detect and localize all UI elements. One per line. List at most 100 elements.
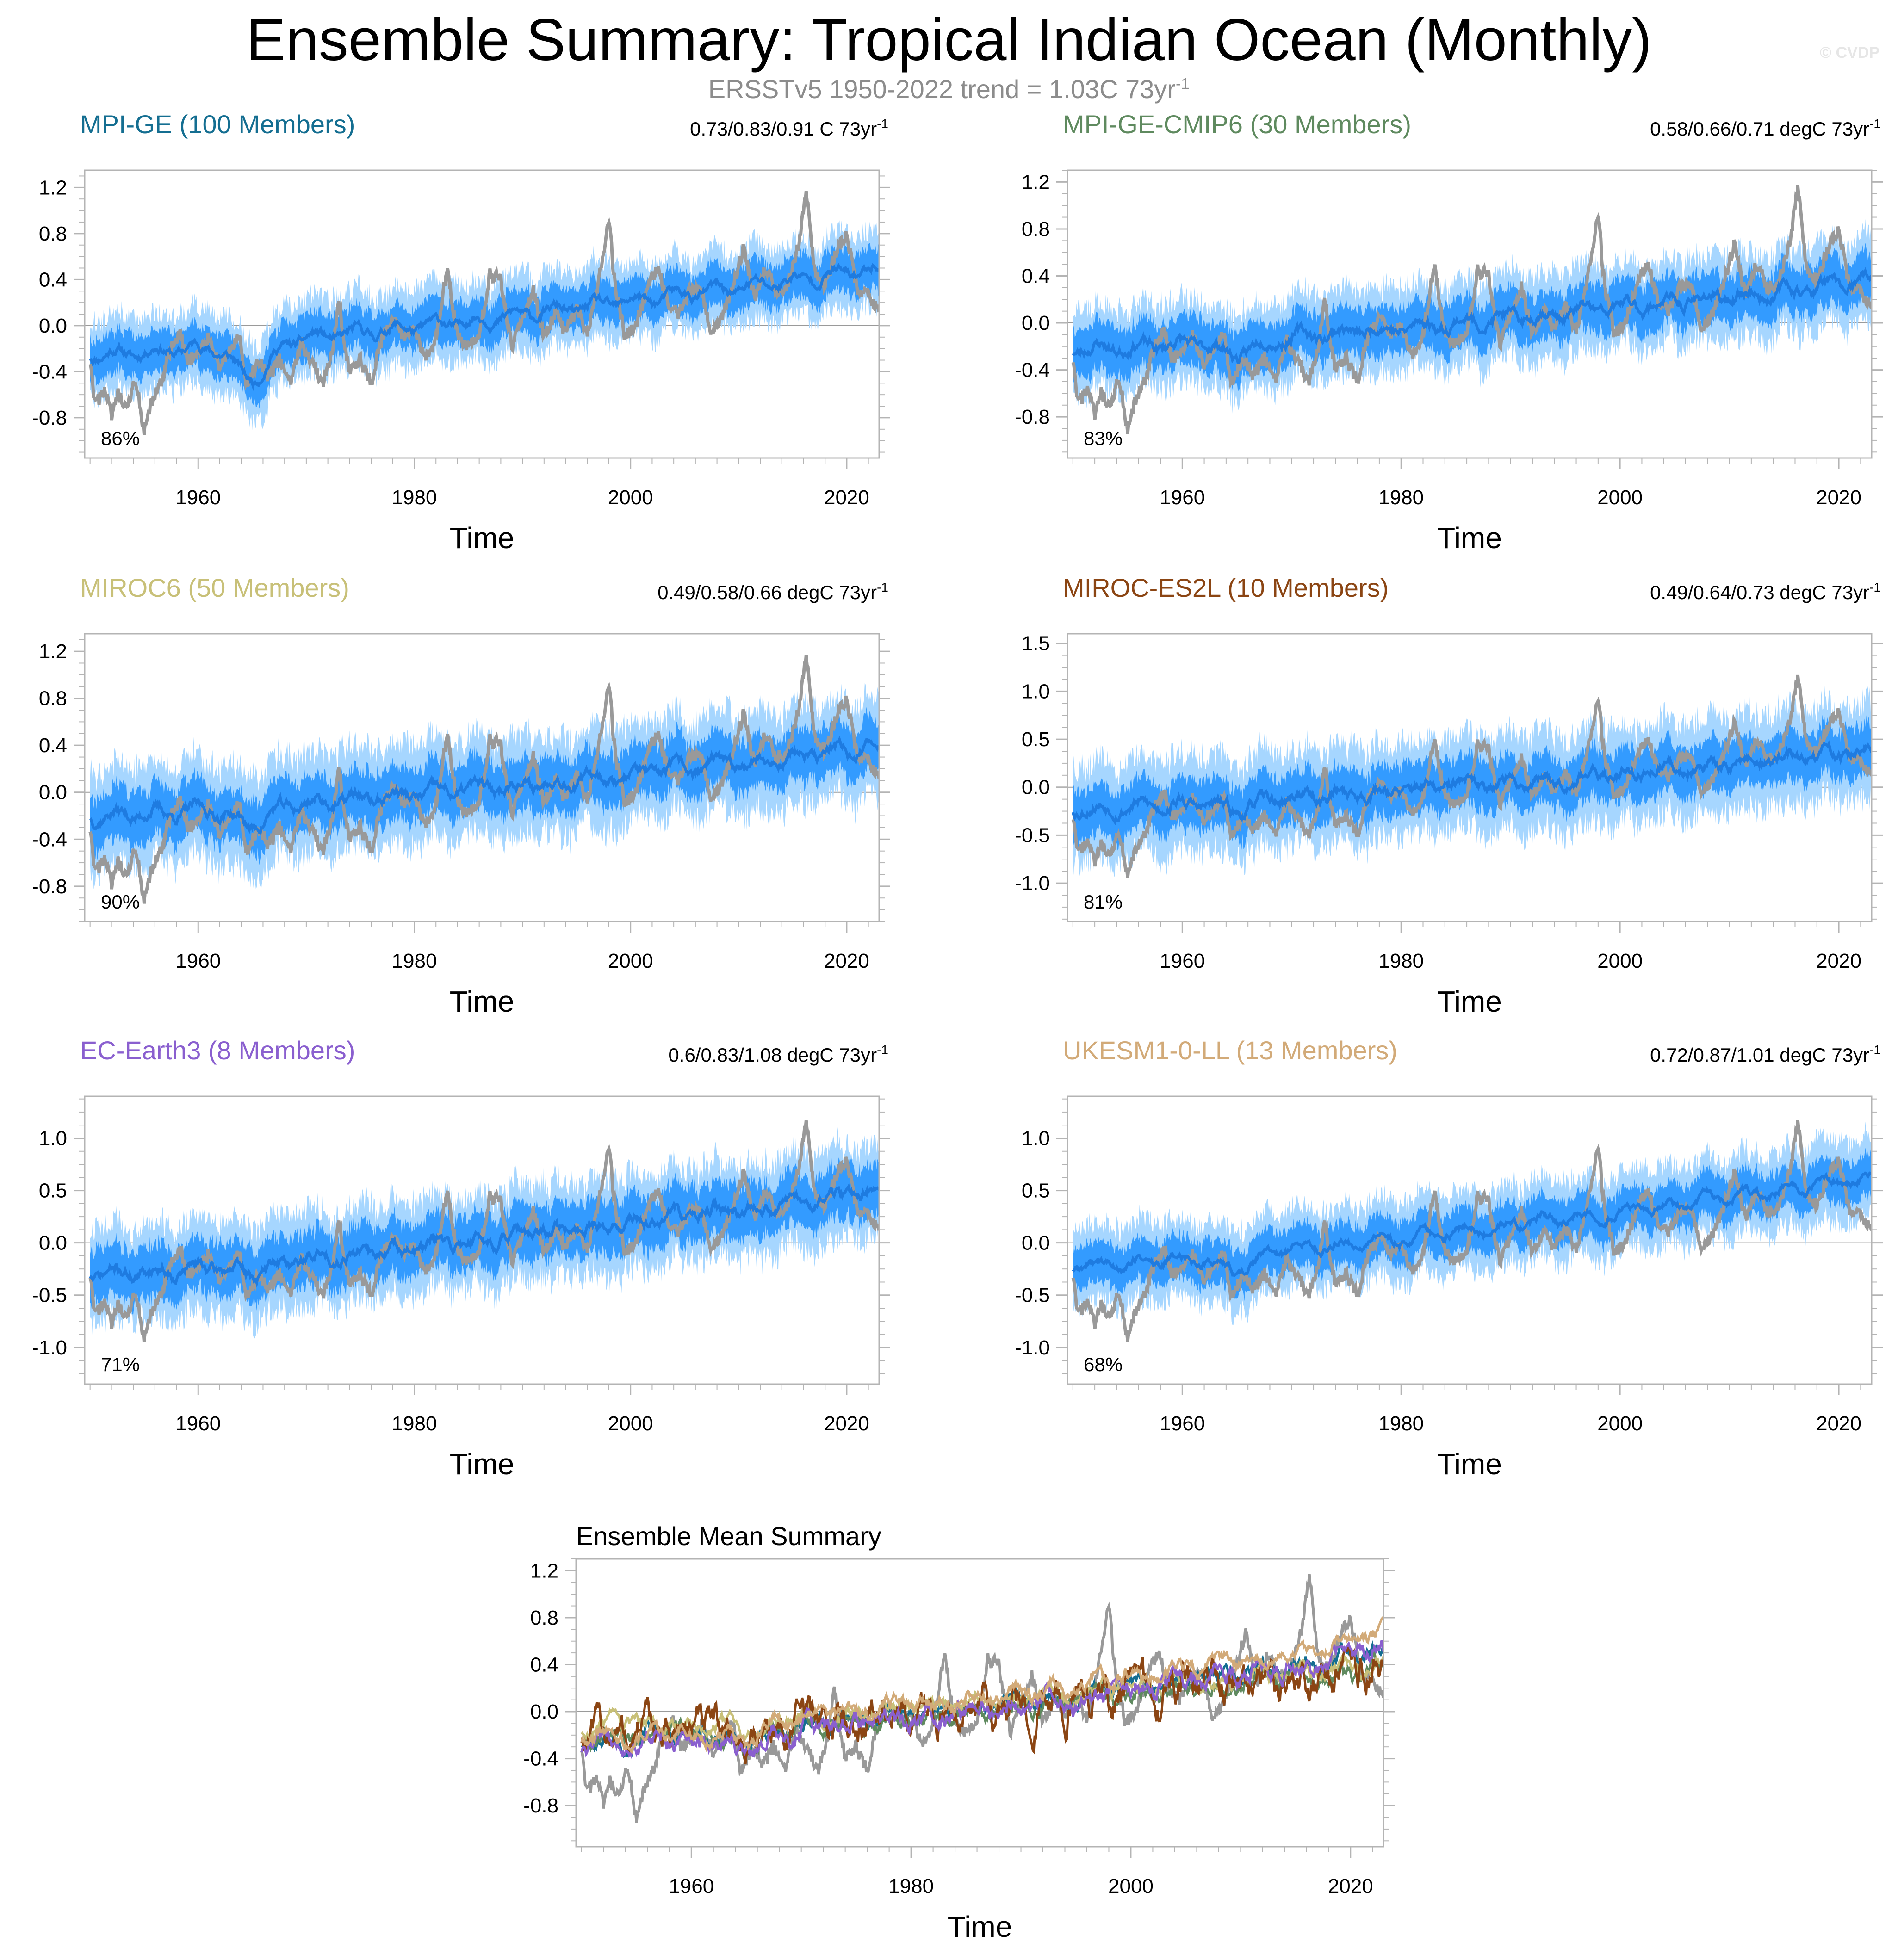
plot-area [85,1120,879,1342]
y-tick-label: 0.0 [1022,1232,1050,1255]
panel-title: MIROC-ES2L (10 Members) [1063,573,1389,602]
panel-title: MPI-GE-CMIP6 (30 Members) [1063,110,1411,139]
x-axis-label: Time [450,521,515,555]
plot-area [85,191,879,435]
y-tick-label: 0.0 [530,1700,558,1723]
y-tick-label: 1.0 [39,1127,67,1150]
x-axis-label: Time [1437,521,1502,555]
percent-label: 68% [1084,1354,1123,1375]
x-tick-label: 2020 [824,950,869,972]
series-line-ukesm1-0-ll [580,1616,1383,1754]
trend-value: 0.6/0.83/1.08 degC 73yr [668,1044,877,1066]
y-tick-label: 1.0 [1022,1127,1050,1150]
panel-6: -1.0 -0.5 0.0 0.5 1.0 1960 1980 2000 2020 Time UKE… [1015,1036,1883,1481]
y-tick-label: 1.0 [1022,680,1050,703]
y-tick-label: 0.5 [39,1180,67,1202]
x-tick-label: 2020 [1816,950,1861,972]
trend-value: 0.49/0.58/0.66 degC 73yr [657,581,877,603]
x-axis-label: Time [450,1447,515,1481]
trend-value: 0.73/0.83/0.91 C 73yr [690,118,877,140]
plot-area [576,1574,1383,1823]
panel-title: MIROC6 (50 Members) [80,573,349,602]
trend-text: 0.73/0.83/0.91 C 73yr-1 [690,117,888,140]
x-tick-label: 2000 [1597,1412,1643,1435]
figure-title: Ensemble Summary: Tropical Indian Ocean … [246,7,1652,73]
trend-value: 0.58/0.66/0.71 degC 73yr [1650,118,1869,140]
x-tick-label: 1980 [392,1412,437,1435]
y-tick-label: -0.4 [32,360,67,383]
y-tick-label: 1.5 [1022,632,1050,655]
trend-value: 0.72/0.87/1.01 degC 73yr [1650,1044,1869,1066]
y-tick-label: -0.4 [1015,359,1050,382]
x-tick-label: 1980 [1378,950,1424,972]
plot-area [85,655,879,904]
panel-4: -1.0 -0.5 0.0 0.5 1.0 1.5 1960 1980 2000 2020 Time… [1015,573,1883,1018]
x-tick-label: 1980 [1378,1412,1424,1435]
y-tick-label: -0.4 [32,828,67,851]
y-tick-label: -0.5 [1015,824,1050,847]
x-tick-label: 1980 [888,1875,934,1898]
y-tick-label: 0.5 [1022,1180,1050,1202]
trend-text: 0.58/0.66/0.71 degC 73yr-1 [1650,117,1881,140]
plot-frame [1067,169,1873,459]
trend-sup: -1 [877,117,888,131]
observations-line [88,1120,879,1342]
y-tick-label: -1.0 [1015,1336,1050,1359]
x-tick-label: 1960 [175,1412,221,1435]
observations-line [88,655,879,904]
subtitle-sup: -1 [1175,75,1190,93]
y-tick-label: -0.8 [523,1794,558,1817]
y-tick-label: 0.0 [39,781,67,804]
plot-frame [1067,1095,1873,1385]
y-tick-label: -1.0 [1015,872,1050,895]
ensemble-mean-line [1071,740,1872,825]
trend-value: 0.49/0.64/0.73 degC 73yr [1650,581,1869,603]
y-tick-label: 1.2 [1022,171,1050,193]
plot-frame [1067,633,1873,922]
cvdp-watermark: © CVDP [1820,44,1879,62]
y-tick-label: 0.0 [39,315,67,337]
ensemble-mean-line [89,1183,879,1288]
trend-text: 0.72/0.87/1.01 degC 73yr-1 [1650,1043,1881,1066]
x-tick-label: 1980 [392,950,437,972]
y-tick-label: -0.5 [32,1284,67,1307]
percent-label: 71% [101,1354,140,1375]
ensemble-mean-line [89,263,879,391]
x-tick-label: 2000 [1597,486,1643,509]
series-line-ec-earth3 [580,1640,1383,1759]
x-tick-label: 2020 [1328,1875,1373,1898]
trend-sup: -1 [1869,1043,1881,1057]
plot-frame [575,1558,1384,1848]
x-tick-label: 1960 [1160,486,1205,509]
x-tick-label: 2000 [608,1412,653,1435]
y-tick-label: -0.8 [32,407,67,429]
ensemble-mean-line [1072,267,1872,364]
observations-line [1071,674,1872,878]
y-tick-label: 0.8 [530,1607,558,1629]
percent-label: 81% [1084,891,1123,913]
x-tick-label: 1980 [1378,486,1424,509]
trend-sup: -1 [877,1043,888,1057]
plot-area [1067,674,1872,878]
trend-sup: -1 [1869,580,1881,594]
y-tick-label: -0.5 [1015,1284,1050,1307]
x-tick-label: 1960 [669,1875,714,1898]
y-tick-label: 0.8 [1022,218,1050,241]
y-tick-label: 0.8 [39,223,67,245]
y-tick-label: 0.0 [39,1232,67,1255]
y-tick-label: 0.0 [1022,312,1050,334]
y-tick-label: 0.4 [39,268,67,291]
x-tick-label: 2020 [1816,1412,1861,1435]
plot-frame [84,633,880,922]
y-tick-label: -1.0 [32,1336,67,1359]
x-tick-label: 1980 [392,486,437,509]
x-tick-label: 2000 [608,486,653,509]
panel-title: EC-Earth3 (8 Members) [80,1036,355,1065]
y-tick-label: 1.2 [39,640,67,663]
percent-label: 90% [101,891,140,913]
x-tick-label: 1960 [1160,950,1205,972]
x-tick-label: 2020 [824,486,869,509]
panel-3: -0.8 -0.4 0.0 0.4 0.8 1.2 1960 1980 2000 2020 Time… [32,573,890,1018]
y-tick-label: 1.2 [39,176,67,199]
